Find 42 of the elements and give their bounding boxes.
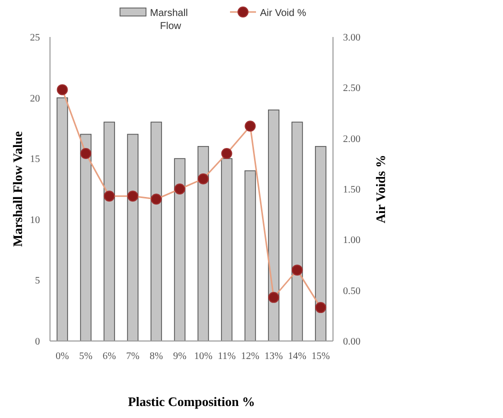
bar [314,146,326,342]
x-tick-label: 13% [264,351,283,362]
bar [104,122,115,342]
x-tick-label: 12% [241,351,260,362]
y-tick-label: 0 [35,336,40,348]
bar [268,110,280,342]
x-axis-title: Plastic Composition % [128,394,256,409]
legend-label: Marshall Flow [150,8,188,32]
bar [292,122,303,342]
x-tick-label: 7% [126,351,140,362]
y2-tick-label: 1.50 [343,184,360,196]
bar [174,158,186,342]
legend-label: Air Void % [260,8,306,19]
x-tick-label: 6% [102,351,116,362]
y2-tick-label: 3.00 [343,32,360,44]
bar [80,134,92,342]
bar [127,134,138,342]
bar [150,122,162,342]
y2-tick-label: 0.50 [343,286,360,297]
x-tick-label: 14% [288,351,306,362]
x-tick-label: 15% [312,351,330,362]
y2-tick-label: 0.00 [343,336,360,348]
y-tick-label: 15 [30,154,40,166]
bar [244,170,256,342]
y-tick-label: 5 [35,276,40,287]
bar [56,97,68,342]
y-tick-label: 10 [30,214,40,226]
bar [221,158,232,342]
y2-tick-label: 2.00 [343,134,360,145]
x-tick-label: 5% [79,351,92,362]
x-tick-label: 10% [194,351,212,362]
y2-tick-label: 1.00 [343,235,360,246]
y2-axis-title: Air Voids % [373,154,388,224]
y-axis-title: Marshall Flow Value [10,130,25,247]
x-tick-label: 11% [218,351,236,362]
y-tick-label: 20 [30,93,40,104]
y2-tick-label: 2.50 [343,83,360,94]
x-tick-label: 9% [173,351,186,362]
bar [198,146,209,342]
x-tick-label: 8% [150,351,163,362]
x-tick-label: 0% [56,351,69,362]
y-tick-label: 25 [30,32,40,44]
